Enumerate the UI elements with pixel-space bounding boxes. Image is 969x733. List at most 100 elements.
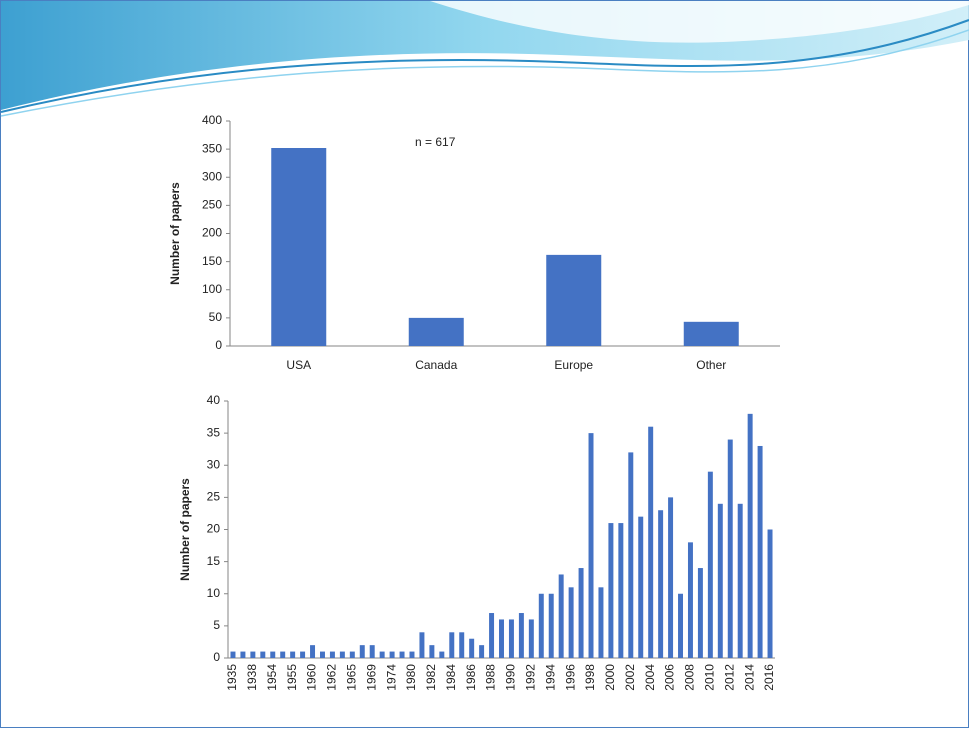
x-tick-label: 2012 bbox=[722, 664, 736, 691]
bar bbox=[717, 503, 723, 658]
y-tick-label: 5 bbox=[213, 618, 220, 632]
bar bbox=[479, 645, 485, 658]
bar bbox=[499, 619, 504, 658]
bar bbox=[687, 542, 693, 658]
y-tick-label: 0 bbox=[213, 650, 220, 664]
y-tick-label: 20 bbox=[207, 522, 221, 536]
x-tick-label: 1994 bbox=[543, 664, 557, 691]
bar bbox=[697, 568, 703, 658]
x-tick-label: 1984 bbox=[444, 664, 458, 691]
bar bbox=[419, 632, 425, 658]
wave-line bbox=[0, 29, 969, 117]
bar bbox=[230, 651, 236, 658]
bar bbox=[240, 651, 246, 658]
bar bbox=[628, 452, 634, 658]
y-tick-label: 25 bbox=[207, 490, 221, 504]
y-tick-label: 250 bbox=[202, 198, 222, 212]
x-tick-label: 2000 bbox=[603, 664, 617, 691]
x-tick-label: 1982 bbox=[424, 664, 438, 691]
bar bbox=[683, 321, 739, 346]
x-tick-label: 1992 bbox=[524, 664, 538, 691]
x-tick-label: 1955 bbox=[285, 664, 299, 691]
y-tick-label: 10 bbox=[207, 586, 221, 600]
bar bbox=[747, 413, 753, 658]
bar bbox=[618, 523, 624, 658]
x-tick-label: 1965 bbox=[344, 664, 358, 691]
y-tick-label: 200 bbox=[202, 226, 222, 240]
x-tick-label: 2004 bbox=[643, 664, 657, 691]
y-tick-label: 300 bbox=[202, 169, 222, 183]
bar bbox=[280, 651, 286, 658]
bar bbox=[538, 593, 544, 658]
bar bbox=[260, 651, 266, 658]
x-tick-label: Other bbox=[696, 358, 726, 372]
y-tick-label: 50 bbox=[209, 310, 223, 324]
bar bbox=[678, 593, 684, 658]
x-tick-label: 1969 bbox=[364, 664, 378, 691]
y-tick-label: 400 bbox=[202, 113, 222, 127]
x-tick-label: 2002 bbox=[623, 664, 637, 691]
x-tick-label: 1988 bbox=[484, 664, 498, 691]
x-tick-label: 1938 bbox=[245, 664, 259, 691]
wave-line bbox=[0, 19, 969, 113]
y-tick-label: 15 bbox=[207, 554, 221, 568]
y-tick-label: 150 bbox=[202, 254, 222, 268]
bar bbox=[707, 471, 713, 658]
y-axis-label: Number of papers bbox=[178, 478, 192, 581]
x-tick-label: 1996 bbox=[563, 664, 577, 691]
bar bbox=[449, 632, 455, 658]
bar bbox=[568, 587, 574, 658]
bar bbox=[329, 651, 335, 658]
bar bbox=[408, 317, 464, 346]
header-wave-highlight bbox=[430, 1, 969, 43]
bar bbox=[271, 148, 327, 346]
bar bbox=[429, 645, 435, 658]
bar bbox=[399, 651, 405, 658]
bar bbox=[558, 574, 564, 658]
x-tick-label: Europe bbox=[554, 358, 593, 372]
bar bbox=[339, 651, 345, 658]
x-tick-label: 1962 bbox=[325, 664, 339, 691]
bar bbox=[250, 651, 256, 658]
y-tick-label: 0 bbox=[215, 338, 222, 352]
bar bbox=[727, 439, 733, 658]
bar bbox=[528, 619, 534, 658]
bar bbox=[508, 619, 514, 658]
y-tick-label: 350 bbox=[202, 141, 222, 155]
bar bbox=[310, 645, 316, 658]
bar bbox=[300, 651, 306, 658]
bar bbox=[290, 651, 296, 658]
bar bbox=[409, 651, 415, 658]
bar bbox=[648, 426, 654, 658]
y-tick-label: 40 bbox=[207, 393, 221, 407]
bar bbox=[270, 651, 276, 658]
y-tick-label: 35 bbox=[207, 425, 221, 439]
bar bbox=[588, 433, 594, 658]
bar bbox=[737, 503, 743, 658]
bar bbox=[578, 568, 584, 658]
x-tick-label: 1960 bbox=[305, 664, 319, 691]
bar bbox=[389, 651, 395, 658]
bar bbox=[319, 651, 325, 658]
bar bbox=[598, 587, 604, 658]
x-tick-label: 1998 bbox=[583, 664, 597, 691]
x-tick-label: 1954 bbox=[265, 664, 279, 691]
bar bbox=[469, 638, 475, 658]
annotation: n = 617 bbox=[415, 135, 456, 149]
y-axis-label: Number of papers bbox=[168, 182, 182, 285]
x-tick-label: 2014 bbox=[742, 664, 756, 691]
bar bbox=[369, 645, 375, 658]
x-tick-label: Canada bbox=[415, 358, 457, 372]
bar bbox=[379, 651, 385, 658]
y-tick-label: 100 bbox=[202, 282, 222, 296]
x-tick-label: 2016 bbox=[762, 664, 776, 691]
x-tick-label: 1980 bbox=[404, 664, 418, 691]
x-tick-label: USA bbox=[286, 358, 311, 372]
y-tick-label: 30 bbox=[207, 457, 221, 471]
bar bbox=[658, 510, 664, 658]
bar bbox=[638, 516, 644, 658]
bar bbox=[439, 651, 445, 658]
bar bbox=[518, 613, 524, 658]
